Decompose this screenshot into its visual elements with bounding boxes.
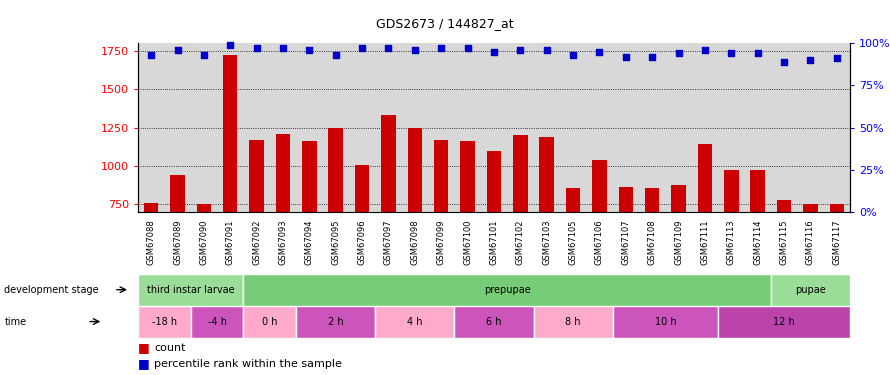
Point xyxy=(276,45,290,51)
Point xyxy=(698,47,712,53)
Text: time: time xyxy=(4,316,27,327)
Bar xyxy=(138,306,190,338)
Bar xyxy=(513,135,528,212)
Bar xyxy=(803,204,818,212)
Text: ■: ■ xyxy=(138,342,150,354)
Text: -4 h: -4 h xyxy=(207,316,227,327)
Point xyxy=(170,47,184,53)
Bar xyxy=(750,171,765,212)
Bar xyxy=(328,128,343,212)
Bar xyxy=(487,150,501,212)
Bar xyxy=(829,204,844,212)
Bar xyxy=(539,138,554,212)
Bar xyxy=(138,274,244,306)
Bar xyxy=(197,204,211,212)
Text: pupae: pupae xyxy=(795,285,826,295)
Point xyxy=(777,58,791,64)
Text: 4 h: 4 h xyxy=(407,316,423,327)
Text: 12 h: 12 h xyxy=(773,316,795,327)
Point xyxy=(645,54,659,60)
Point xyxy=(619,54,633,60)
Bar xyxy=(724,170,739,212)
Point xyxy=(593,49,607,55)
Point xyxy=(328,52,343,58)
Point xyxy=(724,50,739,56)
Text: -18 h: -18 h xyxy=(152,316,177,327)
Bar xyxy=(144,203,158,212)
Bar xyxy=(566,188,580,212)
Bar xyxy=(771,274,850,306)
Bar xyxy=(376,306,455,338)
Bar xyxy=(619,188,633,212)
Text: development stage: development stage xyxy=(4,285,99,295)
Text: GDS2673 / 144827_at: GDS2673 / 144827_at xyxy=(376,17,514,30)
Bar xyxy=(244,306,296,338)
Bar xyxy=(612,306,718,338)
Point xyxy=(539,47,554,53)
Text: 10 h: 10 h xyxy=(654,316,676,327)
Bar xyxy=(170,175,185,212)
Bar xyxy=(455,306,533,338)
Text: 0 h: 0 h xyxy=(262,316,278,327)
Bar xyxy=(223,56,238,212)
Text: count: count xyxy=(154,343,185,353)
Bar xyxy=(276,134,290,212)
Bar xyxy=(460,141,475,212)
Point xyxy=(434,45,449,51)
Bar xyxy=(408,128,422,212)
Text: ■: ■ xyxy=(138,357,150,370)
Bar xyxy=(296,306,376,338)
Bar xyxy=(777,200,791,212)
Bar xyxy=(249,140,263,212)
Bar xyxy=(698,144,712,212)
Bar xyxy=(718,306,850,338)
Point xyxy=(671,50,685,56)
Point xyxy=(303,47,317,53)
Point xyxy=(829,56,844,62)
Text: third instar larvae: third instar larvae xyxy=(147,285,234,295)
Point xyxy=(144,52,158,58)
Bar xyxy=(645,188,659,212)
Bar xyxy=(190,306,244,338)
Point xyxy=(381,45,395,51)
Text: 6 h: 6 h xyxy=(486,316,502,327)
Bar xyxy=(381,115,396,212)
Point xyxy=(460,45,474,51)
Text: prepupae: prepupae xyxy=(484,285,530,295)
Point xyxy=(750,50,765,56)
Bar xyxy=(434,140,449,212)
Bar xyxy=(302,141,317,212)
Point xyxy=(487,49,501,55)
Text: percentile rank within the sample: percentile rank within the sample xyxy=(154,359,342,369)
Bar xyxy=(671,185,686,212)
Point xyxy=(514,47,528,53)
Point xyxy=(566,52,580,58)
Bar xyxy=(592,160,607,212)
Point xyxy=(223,42,238,48)
Point xyxy=(355,45,369,51)
Text: 8 h: 8 h xyxy=(565,316,581,327)
Point xyxy=(249,45,263,51)
Bar xyxy=(533,306,612,338)
Text: 2 h: 2 h xyxy=(328,316,344,327)
Point xyxy=(408,47,422,53)
Point xyxy=(197,52,211,58)
Point xyxy=(804,57,818,63)
Bar xyxy=(244,274,771,306)
Bar xyxy=(355,165,369,212)
